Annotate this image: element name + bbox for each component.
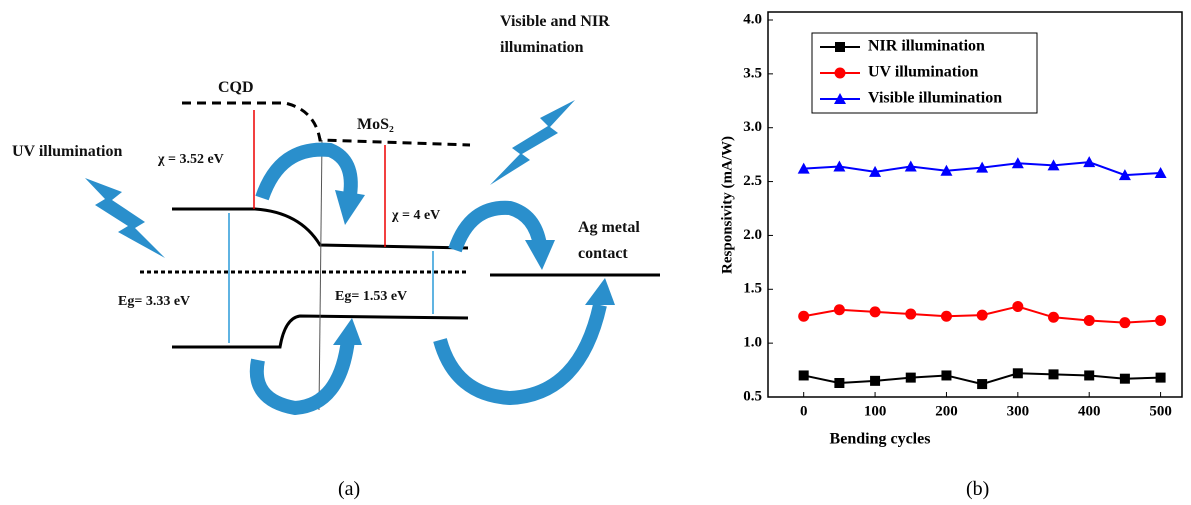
marker (1119, 317, 1131, 329)
marker (1048, 369, 1059, 380)
cqd-vacuum-level (182, 101, 471, 147)
arrow-head (333, 318, 362, 345)
marker (1083, 156, 1096, 168)
marker (834, 377, 845, 388)
marker (834, 93, 846, 104)
curved-arrow (255, 142, 358, 201)
legend-label: NIR illumination (868, 38, 985, 55)
y-tick-label: 3.0 (743, 119, 762, 135)
marker (834, 67, 846, 79)
valence-band (172, 314, 469, 349)
label: χ = 4 eV (392, 208, 441, 223)
legend-label: Visible illumination (868, 90, 1002, 107)
label: Visible and NIR illumination (500, 13, 610, 56)
marker (835, 42, 845, 52)
y-tick-label: 2.5 (743, 173, 762, 189)
x-axis-label: Bending cycles (830, 431, 931, 448)
marker (833, 304, 845, 316)
marker (1119, 373, 1130, 384)
marker (1083, 315, 1095, 327)
marker (797, 162, 810, 174)
marker (1118, 169, 1131, 181)
marker (869, 165, 882, 177)
marker (940, 164, 953, 176)
marker (976, 309, 988, 321)
x-tick-label: 200 (935, 403, 958, 419)
marker (1155, 315, 1167, 327)
y-tick-label: 3.5 (743, 65, 762, 81)
marker (1155, 372, 1166, 383)
curved-arrow (249, 339, 355, 416)
x-tick-label: 500 (1149, 403, 1172, 419)
label: CQD (218, 79, 254, 96)
marker (1084, 370, 1095, 381)
marker (905, 308, 917, 320)
legend-label: UV illumination (868, 64, 979, 81)
y-tick-label: 0.5 (743, 388, 762, 404)
conduction-band (172, 207, 469, 250)
marker (1012, 301, 1024, 313)
label: Ag metal contact (578, 219, 640, 262)
marker (976, 161, 989, 173)
marker (1048, 311, 1060, 323)
label: MoS₂ (357, 116, 394, 133)
marker (833, 160, 846, 172)
marker (870, 375, 881, 386)
marker (977, 379, 988, 390)
marker (940, 310, 952, 322)
marker (1154, 166, 1167, 178)
marker (1011, 157, 1024, 169)
label: UV illumination (12, 143, 123, 160)
y-tick-label: 4.0 (743, 11, 762, 27)
y-tick-label: 2.0 (743, 227, 762, 243)
marker (941, 370, 952, 381)
arrow-head (525, 240, 555, 270)
curved-arrow (433, 303, 607, 406)
x-tick-label: 0 (800, 403, 808, 419)
label: Eg= 3.33 eV (118, 294, 191, 309)
marker (869, 306, 881, 318)
arrow-head (335, 190, 365, 225)
marker (798, 370, 809, 381)
label: χ = 3.52 eV (158, 152, 224, 167)
marker (905, 372, 916, 383)
x-tick-label: 400 (1078, 403, 1101, 419)
x-tick-label: 100 (864, 403, 887, 419)
interface-line (318, 139, 323, 411)
panel-label: (b) (966, 478, 990, 500)
label: Eg= 1.53 eV (335, 289, 408, 304)
marker (1012, 368, 1023, 379)
marker (904, 160, 917, 172)
x-tick-label: 300 (1007, 403, 1030, 419)
marker (1047, 159, 1060, 171)
curved-arrow (448, 200, 547, 253)
lightning (490, 100, 575, 185)
lightning (85, 178, 165, 258)
y-tick-label: 1.0 (743, 335, 762, 351)
arrow-head (585, 278, 615, 305)
y-axis-label: Responsivity (mA/W) (719, 136, 735, 274)
marker (798, 310, 810, 322)
plot-frame (767, 11, 1183, 398)
y-tick-label: 1.5 (743, 281, 762, 297)
panel-label: (a) (338, 478, 361, 500)
